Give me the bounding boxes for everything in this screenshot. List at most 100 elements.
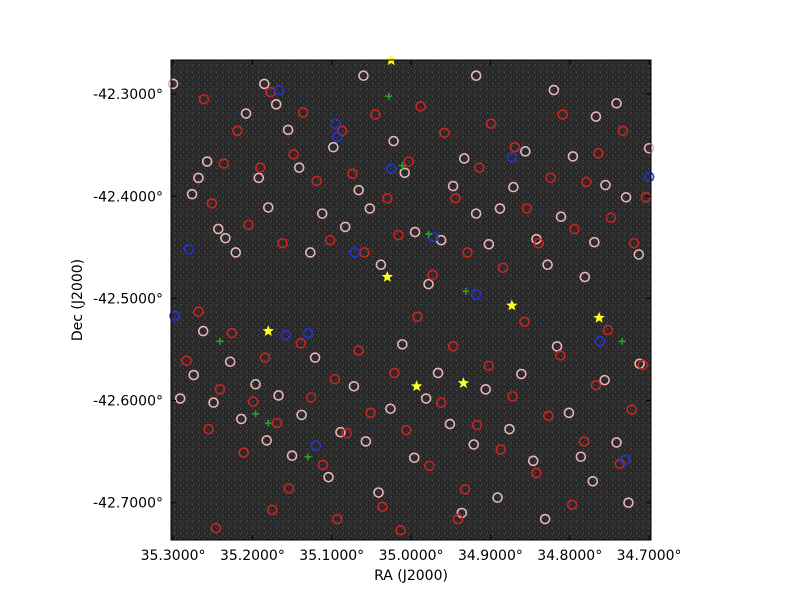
source-marker xyxy=(348,380,360,392)
source-marker xyxy=(509,141,521,153)
source-marker xyxy=(423,278,434,290)
x-axis: 35.3000° 35.2000° 35.1000° 35.0000° 34.9000°… xyxy=(141,60,682,564)
source-marker xyxy=(389,367,400,379)
source-marker xyxy=(427,269,438,281)
y-tick-label: -42.5000° xyxy=(93,291,163,307)
source-marker xyxy=(212,223,224,235)
source-marker xyxy=(439,127,450,139)
source-marker xyxy=(600,179,611,191)
source-marker xyxy=(403,156,414,167)
source-marker xyxy=(420,393,432,404)
source-marker xyxy=(633,249,645,260)
source-marker xyxy=(593,311,605,323)
source-marker xyxy=(370,109,381,120)
source-marker xyxy=(286,450,298,462)
source-marker xyxy=(273,390,284,401)
source-marker xyxy=(210,522,222,534)
source-marker xyxy=(415,101,426,112)
source-marker xyxy=(188,369,199,381)
source-marker xyxy=(590,379,602,391)
source-marker xyxy=(483,238,495,250)
source-marker xyxy=(360,436,372,447)
source-marker xyxy=(397,339,408,350)
source-marker xyxy=(578,436,590,447)
source-marker xyxy=(408,452,420,464)
source-marker xyxy=(252,410,260,418)
source-marker xyxy=(266,504,278,516)
source-marker xyxy=(462,287,470,295)
source-marker xyxy=(412,311,423,323)
source-marker xyxy=(262,202,274,213)
source-marker xyxy=(305,247,316,258)
source-marker xyxy=(594,336,606,347)
source-marker xyxy=(474,162,485,173)
source-marker xyxy=(575,451,587,463)
source-marker xyxy=(579,271,591,283)
source-marker xyxy=(545,172,557,184)
source-marker xyxy=(508,181,519,193)
source-marker xyxy=(274,84,285,96)
source-marker xyxy=(295,338,307,349)
source-marker xyxy=(243,219,254,231)
source-marker xyxy=(293,162,305,173)
source-marker xyxy=(452,513,464,525)
source-marker xyxy=(619,454,631,466)
source-marker xyxy=(643,142,655,154)
source-marker xyxy=(611,437,622,448)
source-marker xyxy=(385,92,393,100)
source-marker xyxy=(365,407,376,419)
source-marker xyxy=(330,118,342,130)
source-marker xyxy=(373,487,384,498)
source-marker xyxy=(398,162,406,170)
source-marker xyxy=(230,247,242,258)
source-marker xyxy=(587,475,599,487)
source-marker xyxy=(450,193,461,204)
source-marker xyxy=(317,459,329,471)
source-marker xyxy=(270,99,282,110)
source-marker xyxy=(557,109,568,120)
source-marker xyxy=(193,306,204,317)
source-marker xyxy=(297,107,309,118)
source-marker xyxy=(628,237,640,249)
source-marker xyxy=(432,367,444,379)
source-marker xyxy=(447,180,459,192)
source-marker xyxy=(339,221,351,233)
source-marker xyxy=(410,380,423,392)
x-tick-label: 35.2000° xyxy=(220,548,285,564)
source-marker xyxy=(214,384,226,395)
source-marker xyxy=(305,392,317,403)
source-marker xyxy=(590,111,602,122)
source-marker xyxy=(264,419,272,427)
source-marker xyxy=(261,435,272,446)
source-marker xyxy=(198,93,210,105)
source-marker xyxy=(458,153,470,164)
source-marker xyxy=(623,497,634,509)
source-marker xyxy=(470,289,482,300)
source-marker xyxy=(409,226,421,238)
source-marker xyxy=(637,359,649,371)
source-marker xyxy=(471,419,483,431)
source-marker xyxy=(516,368,527,380)
source-marker xyxy=(495,444,507,455)
source-marker xyxy=(304,453,312,461)
source-marker xyxy=(470,208,482,219)
source-marker xyxy=(328,141,339,153)
x-tick-label: 35.3000° xyxy=(141,548,206,564)
x-tick-label: 35.0000° xyxy=(379,548,444,564)
source-marker xyxy=(259,78,270,90)
source-marker xyxy=(226,327,238,339)
source-marker xyxy=(277,237,288,249)
source-marker xyxy=(507,391,518,402)
source-marker xyxy=(605,212,617,224)
source-marker xyxy=(519,316,530,328)
source-marker xyxy=(201,156,213,167)
y-tick-label: -42.4000° xyxy=(93,189,163,205)
source-marker xyxy=(238,447,249,458)
x-tick-label: 34.7000° xyxy=(617,548,682,564)
source-marker xyxy=(167,78,179,90)
source-marker xyxy=(620,191,632,203)
source-marker xyxy=(240,108,252,119)
source-marker xyxy=(483,360,495,372)
x-axis-label: RA (J2000) xyxy=(374,568,448,584)
